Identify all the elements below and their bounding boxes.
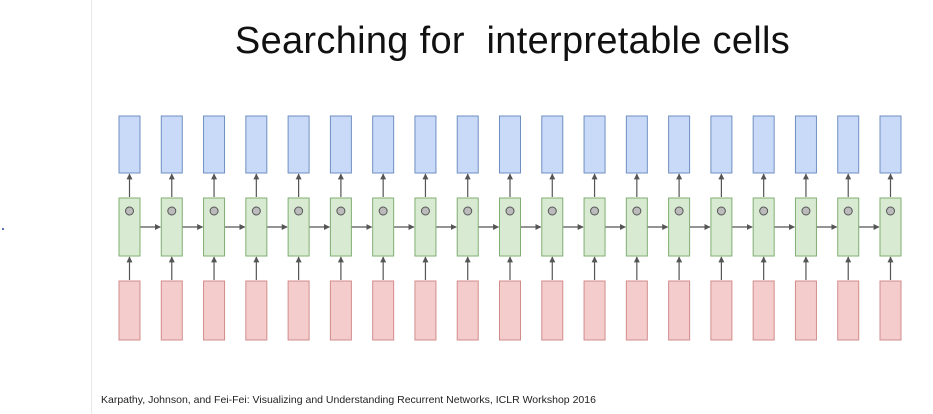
input-box xyxy=(287,280,310,341)
input-box xyxy=(837,280,860,341)
hidden-box xyxy=(837,197,860,257)
output-box xyxy=(668,115,691,174)
output-box xyxy=(372,115,395,174)
cell-dot xyxy=(378,206,388,216)
hidden-box xyxy=(372,197,395,257)
hidden-box xyxy=(203,197,226,257)
slide-title: Searching for interpretable cells xyxy=(234,20,791,62)
cell-dot xyxy=(547,206,557,216)
input-box xyxy=(879,280,902,341)
output-box xyxy=(794,115,817,174)
cell-dot xyxy=(759,206,769,216)
output-box xyxy=(879,115,902,174)
output-box xyxy=(414,115,437,174)
output-box xyxy=(456,115,479,174)
input-box xyxy=(710,280,733,341)
output-box xyxy=(837,115,860,174)
cell-dot xyxy=(251,206,261,216)
hidden-box xyxy=(752,197,775,257)
input-box xyxy=(499,280,521,341)
output-box xyxy=(118,115,141,174)
output-box xyxy=(499,115,521,174)
output-box xyxy=(160,115,183,174)
boxes-layer xyxy=(118,115,902,341)
input-box xyxy=(329,280,352,341)
input-box xyxy=(541,280,564,341)
hidden-box xyxy=(541,197,564,257)
output-box xyxy=(583,115,606,174)
output-box xyxy=(625,115,648,174)
output-box xyxy=(541,115,564,174)
cell-dot xyxy=(420,206,430,216)
input-box xyxy=(245,280,268,341)
hidden-box xyxy=(668,197,691,257)
hidden-box xyxy=(456,197,479,257)
cell-dot xyxy=(209,206,219,216)
output-box xyxy=(329,115,352,174)
hidden-box xyxy=(794,197,817,257)
hidden-box xyxy=(329,197,352,257)
cell-dot xyxy=(125,206,134,216)
cell-dot xyxy=(674,206,684,216)
output-box xyxy=(287,115,310,174)
arrows-layer xyxy=(126,173,894,280)
input-box xyxy=(203,280,226,341)
input-box xyxy=(668,280,691,341)
cell-dot xyxy=(463,206,473,216)
hidden-box xyxy=(118,197,141,257)
hidden-box xyxy=(710,197,733,257)
input-box xyxy=(794,280,817,341)
cell-dot xyxy=(590,206,600,216)
hidden-box xyxy=(160,197,183,257)
output-box xyxy=(752,115,775,174)
hidden-box xyxy=(245,197,268,257)
cell-dot xyxy=(505,206,515,216)
hidden-box xyxy=(414,197,437,257)
output-box xyxy=(203,115,226,174)
input-box xyxy=(160,280,183,341)
input-box xyxy=(583,280,606,341)
margin-dot xyxy=(2,228,4,230)
hidden-box xyxy=(625,197,648,257)
input-box xyxy=(372,280,395,341)
hidden-box xyxy=(583,197,606,257)
input-box xyxy=(625,280,648,341)
hidden-box xyxy=(879,197,902,257)
hidden-box xyxy=(287,197,310,257)
cell-dot xyxy=(843,206,853,216)
input-box xyxy=(414,280,437,341)
hidden-box xyxy=(499,197,521,257)
input-box xyxy=(752,280,775,341)
cell-dot xyxy=(801,206,811,216)
output-box xyxy=(245,115,268,174)
cell-dot xyxy=(886,206,895,216)
input-box xyxy=(118,280,141,341)
cell-dot xyxy=(632,206,642,216)
cell-dot xyxy=(336,206,346,216)
citation: Karpathy, Johnson, and Fei-Fei: Visualiz… xyxy=(101,394,596,406)
left-margin xyxy=(0,0,92,414)
output-box xyxy=(710,115,733,174)
cell-dot xyxy=(716,206,726,216)
input-box xyxy=(456,280,479,341)
cell-dot xyxy=(167,206,177,216)
cell-dot xyxy=(294,206,304,216)
